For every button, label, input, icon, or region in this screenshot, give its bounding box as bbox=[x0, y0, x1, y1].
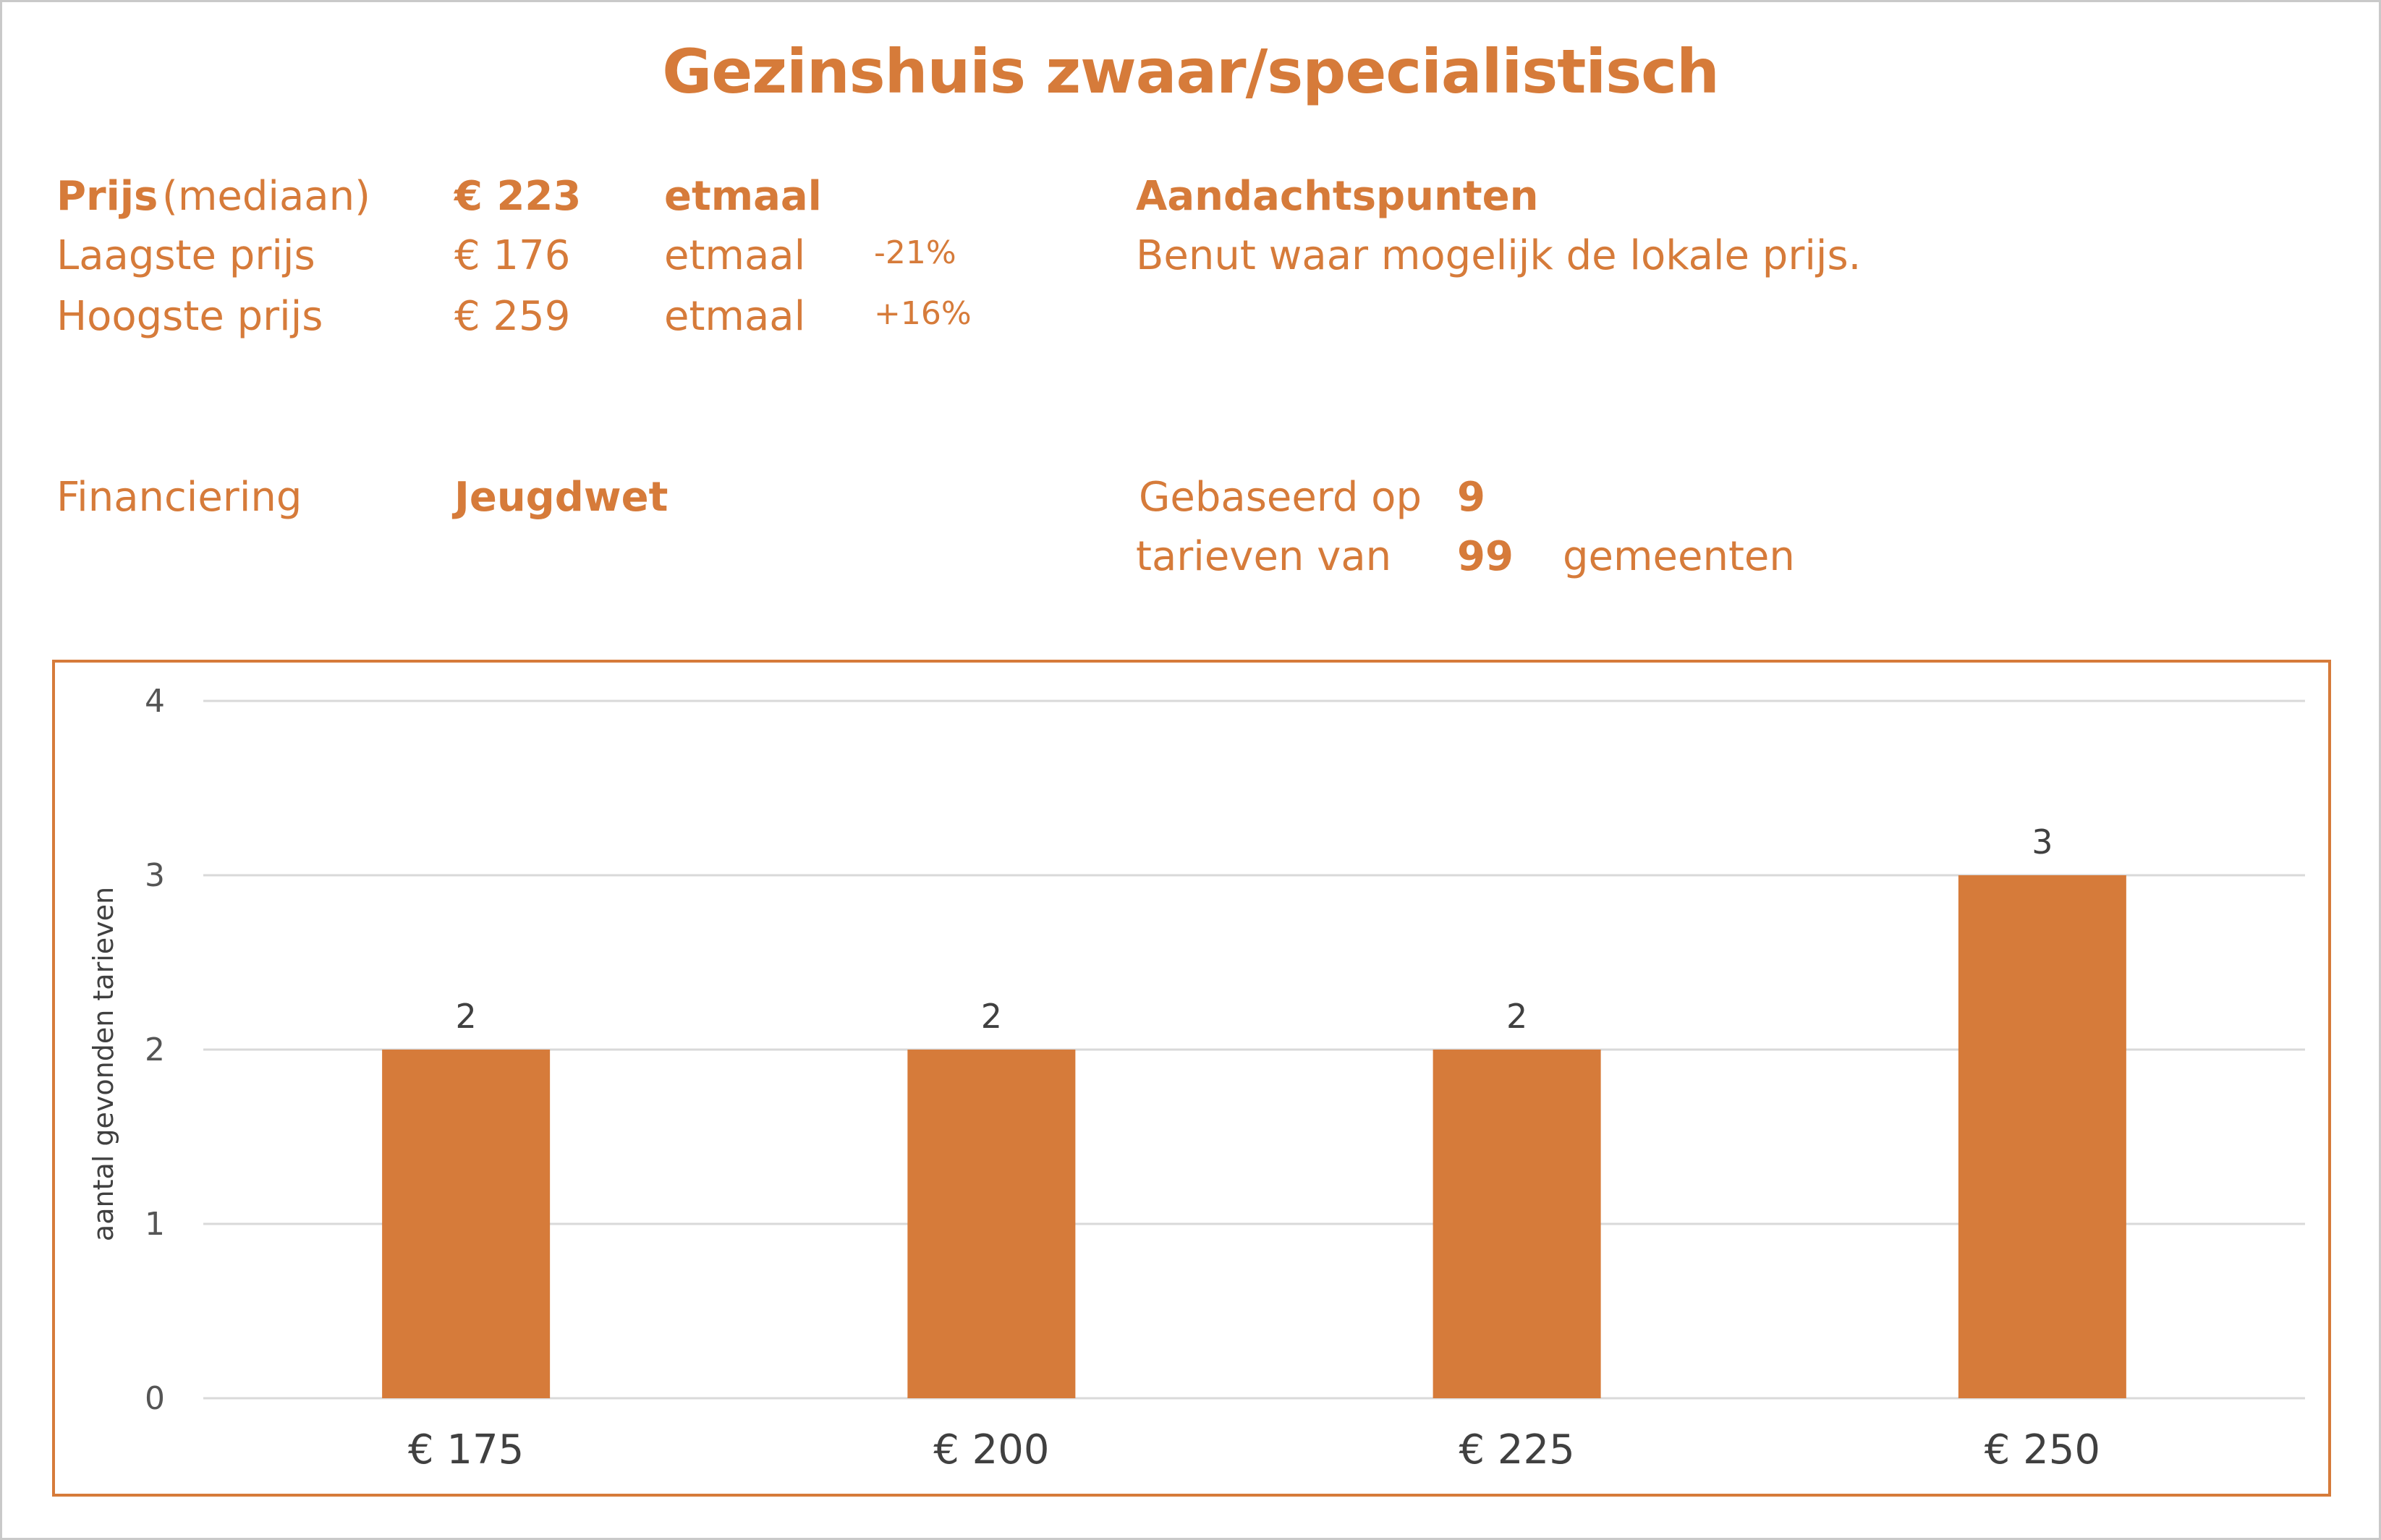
bar bbox=[907, 1050, 1076, 1398]
data-label: 2 bbox=[1506, 997, 1527, 1036]
bars bbox=[382, 875, 2126, 1398]
highest-price-value: € 259 bbox=[454, 293, 571, 340]
data-labels: 2 2 2 3 bbox=[455, 822, 2053, 1036]
gridlines bbox=[203, 699, 2305, 1400]
basis-tariff-count: 9 bbox=[1457, 474, 1485, 521]
highest-price-label: Hoogste prijs bbox=[56, 293, 323, 340]
data-label: 2 bbox=[455, 997, 476, 1036]
median-price-value: € 223 bbox=[454, 173, 582, 220]
bar-chart: 2 2 2 3 0 1 2 3 4 € 175 € 200 € 225 € 250 aantal g… bbox=[88, 683, 2305, 1473]
notes-text: Benut waar mogelijk de lokale prijs. bbox=[1136, 232, 1862, 279]
highest-price-delta: +16% bbox=[874, 295, 972, 332]
data-label: 3 bbox=[2032, 822, 2053, 862]
x-tick-label: € 200 bbox=[933, 1426, 1049, 1473]
financing-label: Financiering bbox=[56, 474, 302, 521]
basis-line2: tarieven van bbox=[1136, 533, 1392, 580]
basis-line1: Gebaseerd op bbox=[1139, 474, 1422, 521]
bar bbox=[1433, 1050, 1601, 1398]
lowest-price-unit: etmaal bbox=[664, 232, 806, 279]
y-tick-label: 0 bbox=[145, 1380, 165, 1417]
financing-value: Jeugdwet bbox=[454, 474, 669, 521]
x-tick-label: € 175 bbox=[408, 1426, 524, 1473]
page-title: Gezinshuis zwaar/specialistisch bbox=[662, 36, 1720, 107]
lowest-price-delta: -21% bbox=[874, 234, 956, 271]
basis-suffix: gemeenten bbox=[1563, 533, 1795, 580]
x-tick-label: € 225 bbox=[1459, 1426, 1574, 1473]
lowest-price-label: Laagste prijs bbox=[56, 232, 315, 279]
bar bbox=[1958, 875, 2126, 1398]
median-price-qualifier: (mediaan) bbox=[162, 173, 370, 220]
y-tick-label: 2 bbox=[145, 1031, 165, 1068]
x-tick-label: € 250 bbox=[1985, 1426, 2100, 1473]
y-axis-label: aantal gevonden tarieven bbox=[88, 887, 119, 1241]
basis-municipality-count: 99 bbox=[1457, 533, 1514, 580]
x-axis-ticks: € 175 € 200 € 225 € 250 bbox=[408, 1426, 2100, 1473]
y-axis-ticks: 0 1 2 3 4 bbox=[145, 683, 165, 1417]
bar bbox=[382, 1050, 551, 1398]
y-tick-label: 3 bbox=[145, 857, 165, 894]
chart-container: 2 2 2 3 0 1 2 3 4 € 175 € 200 € 225 € 250 aantal g… bbox=[52, 660, 2331, 1497]
highest-price-unit: etmaal bbox=[664, 293, 806, 340]
median-price-unit: etmaal bbox=[664, 173, 822, 220]
notes-heading: Aandachtspunten bbox=[1136, 173, 1539, 220]
median-price-label: Prijs bbox=[56, 173, 158, 220]
data-label: 2 bbox=[981, 997, 1002, 1036]
y-tick-label: 1 bbox=[145, 1206, 165, 1243]
y-tick-label: 4 bbox=[145, 683, 165, 720]
lowest-price-value: € 176 bbox=[454, 232, 571, 279]
